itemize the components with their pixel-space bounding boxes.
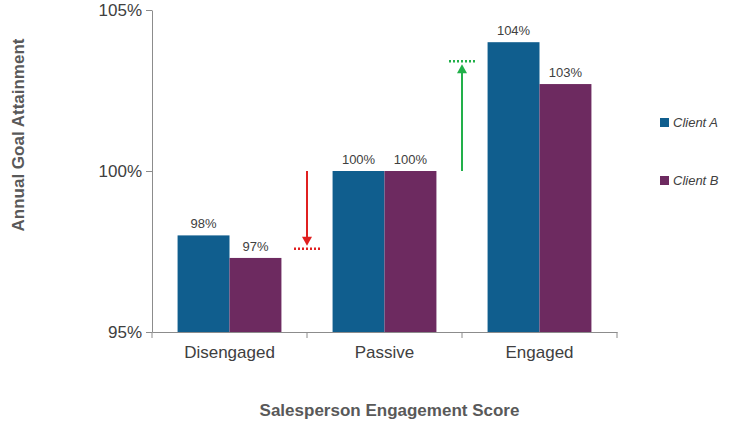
chart: 95% 100% 105% Disengaged Passive Engaged 98% 10… [0,0,741,436]
x-tick: Engaged [505,332,573,362]
data-label: 100% [342,152,376,167]
legend-label: Client B [673,173,719,188]
y-tick: 100% [99,162,152,181]
arrow-head [302,237,312,246]
data-label: 98% [191,216,217,231]
bar [385,171,437,332]
bar [488,42,540,332]
data-label: 104% [497,23,531,38]
arrow-dotted-line [449,60,475,63]
arrow-dotted-line [294,247,320,250]
y-tick: 95% [108,323,152,342]
bar [333,171,385,332]
legend-label: Client A [673,115,718,130]
data-labels: 98% 100% 104% 97% 100% 103% [191,23,583,254]
data-label: 100% [394,152,428,167]
y-tick-label: 95% [108,323,142,342]
category-separator [462,332,463,338]
legend: Client A Client B [660,115,719,188]
y-tick-mark [146,10,152,11]
legend-swatch [660,176,669,185]
x-axis-line [153,332,618,333]
y-tick-label: 100% [99,162,142,181]
y-tick-mark [146,332,152,333]
bar [540,84,592,332]
bar [230,258,282,332]
bar [178,235,230,332]
category-separator [617,332,618,338]
arrow-shaft [306,171,308,239]
x-tick-label: Disengaged [184,343,275,362]
y-axis-title: Annual Goal Attainment [9,38,28,231]
y-tick-label: 105% [99,1,142,20]
category-separator [152,332,153,338]
x-axis-title: Salesperson Engagement Score [260,401,520,420]
y-tick-mark [146,171,152,172]
x-tick-label: Engaged [505,343,573,362]
x-tick-label: Passive [355,343,415,362]
legend-swatch [660,118,669,127]
arrow-shaft [461,71,463,171]
y-axis-line [152,11,153,333]
y-axis: 95% 100% 105% [99,1,153,342]
x-tick: Passive [355,332,415,362]
arrow-head [457,64,467,73]
data-label: 97% [242,239,268,254]
y-tick: 105% [99,1,152,20]
category-separator [307,332,308,338]
bars [178,42,592,332]
change-arrows [294,61,475,249]
x-tick: Disengaged [184,332,275,362]
data-label: 103% [549,65,583,80]
x-axis: Disengaged Passive Engaged [153,332,618,362]
